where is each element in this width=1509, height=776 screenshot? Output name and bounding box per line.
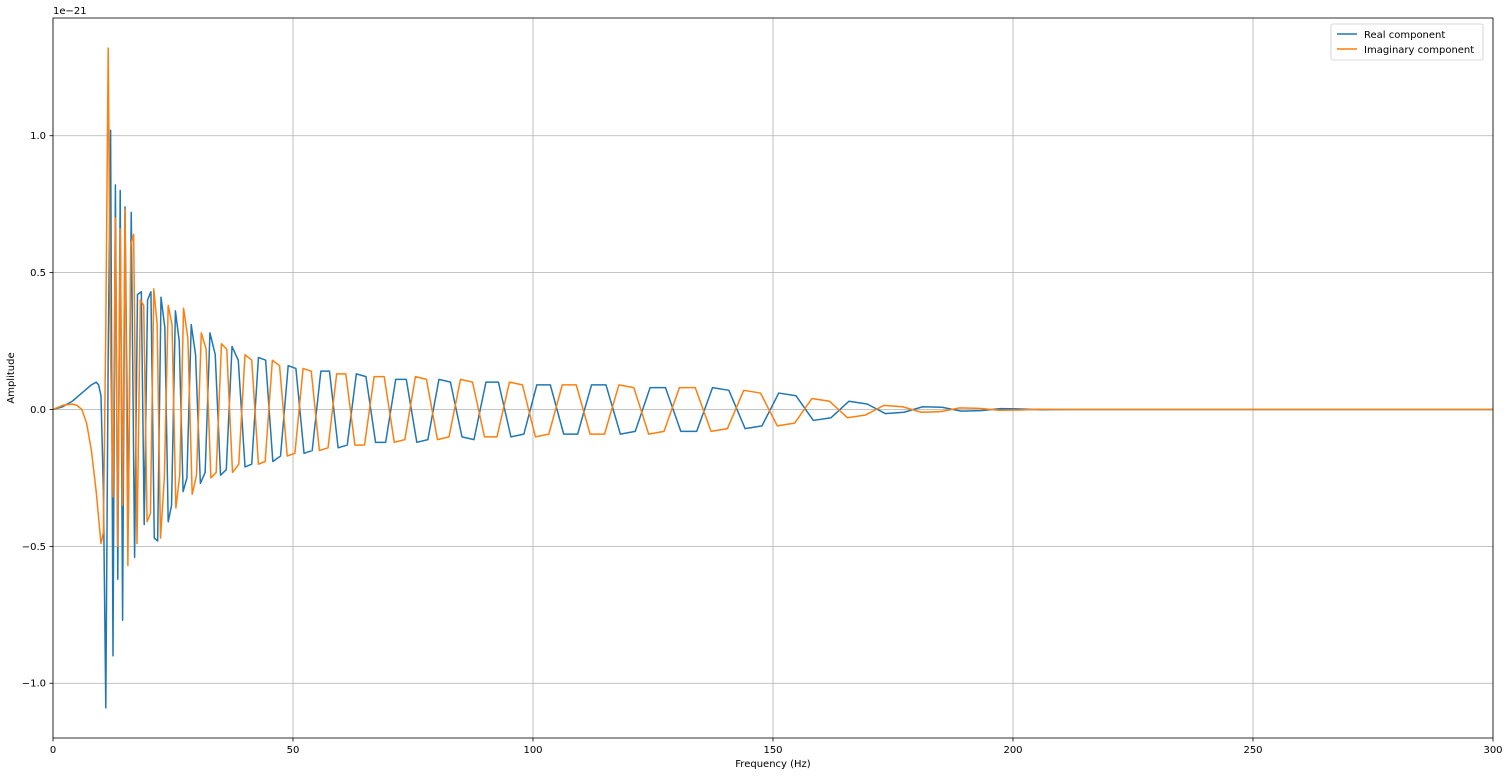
- x-tick-label: 50: [287, 745, 300, 756]
- y-tick-label: −1.0: [22, 679, 46, 690]
- x-tick-label: 250: [1243, 745, 1262, 756]
- x-axis-ticks: 0 50 100 150 200 250 300: [50, 738, 1503, 756]
- series-line-imaginary: [53, 47, 1493, 567]
- x-tick-label: 200: [1003, 745, 1022, 756]
- legend-box: [1330, 23, 1484, 61]
- series-layer: [53, 47, 1493, 709]
- x-axis-label: Frequency (Hz): [735, 759, 811, 770]
- y-axis-label: Amplitude: [6, 352, 17, 403]
- y-tick-label: 0.5: [30, 268, 46, 279]
- y-axis-ticks: −1.0 −0.5 0.0 0.5 1.0: [22, 131, 53, 690]
- y-axis-offset-label: 1e−21: [53, 6, 87, 17]
- y-tick-label: −0.5: [22, 542, 46, 553]
- y-tick-label: 0.0: [30, 405, 46, 416]
- legend-entry-real: Real component: [1364, 30, 1445, 41]
- legend-entry-imaginary: Imaginary component: [1364, 45, 1474, 56]
- y-tick-label: 1.0: [30, 131, 46, 142]
- legend: Real component Imaginary component: [1330, 23, 1484, 61]
- x-tick-label: 0: [50, 745, 56, 756]
- x-tick-label: 100: [523, 745, 542, 756]
- x-tick-label: 300: [1483, 745, 1502, 756]
- x-tick-label: 150: [763, 745, 782, 756]
